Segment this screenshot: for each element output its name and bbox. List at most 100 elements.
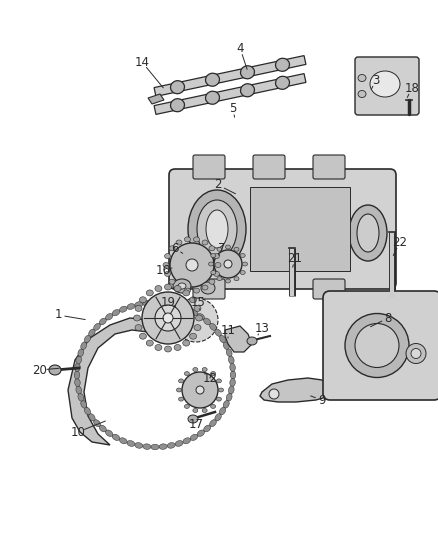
Ellipse shape [175, 304, 183, 310]
Ellipse shape [217, 277, 222, 281]
Text: 14: 14 [134, 55, 149, 69]
FancyBboxPatch shape [253, 155, 285, 179]
Ellipse shape [202, 368, 207, 372]
Ellipse shape [146, 340, 153, 346]
Ellipse shape [196, 386, 204, 394]
Ellipse shape [209, 279, 215, 284]
Ellipse shape [151, 444, 159, 450]
Ellipse shape [229, 356, 234, 364]
Ellipse shape [183, 306, 191, 312]
Ellipse shape [234, 247, 239, 251]
Ellipse shape [204, 425, 211, 432]
FancyBboxPatch shape [169, 169, 396, 289]
FancyBboxPatch shape [313, 279, 345, 299]
Ellipse shape [355, 324, 399, 367]
Ellipse shape [169, 246, 175, 251]
Ellipse shape [188, 415, 198, 423]
Ellipse shape [135, 302, 143, 308]
Ellipse shape [170, 243, 214, 287]
Ellipse shape [173, 279, 191, 293]
Text: 22: 22 [392, 236, 407, 248]
Ellipse shape [135, 325, 142, 330]
Ellipse shape [243, 262, 247, 266]
Ellipse shape [165, 271, 170, 277]
Ellipse shape [215, 414, 221, 421]
Ellipse shape [178, 283, 186, 289]
Ellipse shape [146, 290, 153, 296]
Ellipse shape [184, 405, 189, 408]
Ellipse shape [78, 349, 84, 357]
Text: 21: 21 [287, 252, 303, 264]
Ellipse shape [229, 386, 234, 394]
Ellipse shape [213, 254, 219, 259]
Ellipse shape [214, 250, 242, 278]
Ellipse shape [195, 315, 202, 321]
Ellipse shape [219, 407, 226, 415]
Ellipse shape [143, 444, 151, 449]
Text: 9: 9 [318, 393, 326, 407]
Ellipse shape [213, 271, 219, 277]
Ellipse shape [134, 315, 141, 321]
Ellipse shape [223, 400, 229, 408]
Ellipse shape [247, 337, 257, 345]
Ellipse shape [76, 356, 81, 364]
Ellipse shape [88, 329, 95, 336]
Ellipse shape [163, 313, 173, 323]
Text: 5: 5 [230, 101, 237, 115]
Ellipse shape [94, 419, 100, 427]
Text: 13: 13 [254, 321, 269, 335]
Ellipse shape [74, 378, 80, 386]
Ellipse shape [183, 438, 191, 444]
Ellipse shape [179, 397, 184, 401]
Text: 7: 7 [218, 241, 226, 254]
Ellipse shape [219, 335, 226, 343]
Ellipse shape [159, 444, 167, 449]
Text: 3: 3 [372, 74, 380, 86]
Ellipse shape [197, 200, 237, 258]
Ellipse shape [240, 271, 245, 274]
Ellipse shape [99, 318, 106, 325]
Ellipse shape [190, 434, 198, 440]
Ellipse shape [211, 254, 216, 257]
Ellipse shape [226, 349, 232, 357]
Ellipse shape [240, 254, 245, 257]
Text: 20: 20 [32, 364, 47, 376]
Ellipse shape [215, 329, 221, 336]
Ellipse shape [210, 419, 216, 427]
Ellipse shape [202, 408, 207, 413]
Ellipse shape [205, 73, 219, 86]
Ellipse shape [193, 408, 198, 413]
Bar [250, 187, 350, 271]
Ellipse shape [143, 301, 151, 306]
Ellipse shape [76, 386, 81, 394]
Ellipse shape [211, 271, 216, 274]
Ellipse shape [135, 442, 143, 448]
Ellipse shape [194, 325, 201, 330]
Ellipse shape [174, 286, 181, 292]
Ellipse shape [190, 333, 197, 339]
Ellipse shape [370, 71, 400, 97]
Ellipse shape [276, 76, 290, 90]
Ellipse shape [120, 438, 127, 444]
Polygon shape [68, 318, 155, 445]
Ellipse shape [206, 210, 228, 248]
Ellipse shape [190, 310, 198, 316]
Ellipse shape [216, 397, 222, 401]
Ellipse shape [155, 286, 162, 292]
Ellipse shape [163, 262, 169, 268]
Ellipse shape [177, 388, 181, 392]
Ellipse shape [211, 405, 215, 408]
Ellipse shape [184, 372, 189, 376]
Ellipse shape [106, 313, 113, 320]
Ellipse shape [357, 214, 379, 252]
Text: 10: 10 [71, 425, 85, 439]
Ellipse shape [211, 372, 215, 376]
Ellipse shape [135, 305, 142, 311]
Ellipse shape [194, 305, 201, 311]
Ellipse shape [88, 414, 95, 421]
FancyBboxPatch shape [355, 57, 419, 115]
Ellipse shape [190, 297, 197, 303]
Ellipse shape [406, 343, 426, 364]
Ellipse shape [165, 346, 172, 352]
Ellipse shape [112, 434, 120, 440]
